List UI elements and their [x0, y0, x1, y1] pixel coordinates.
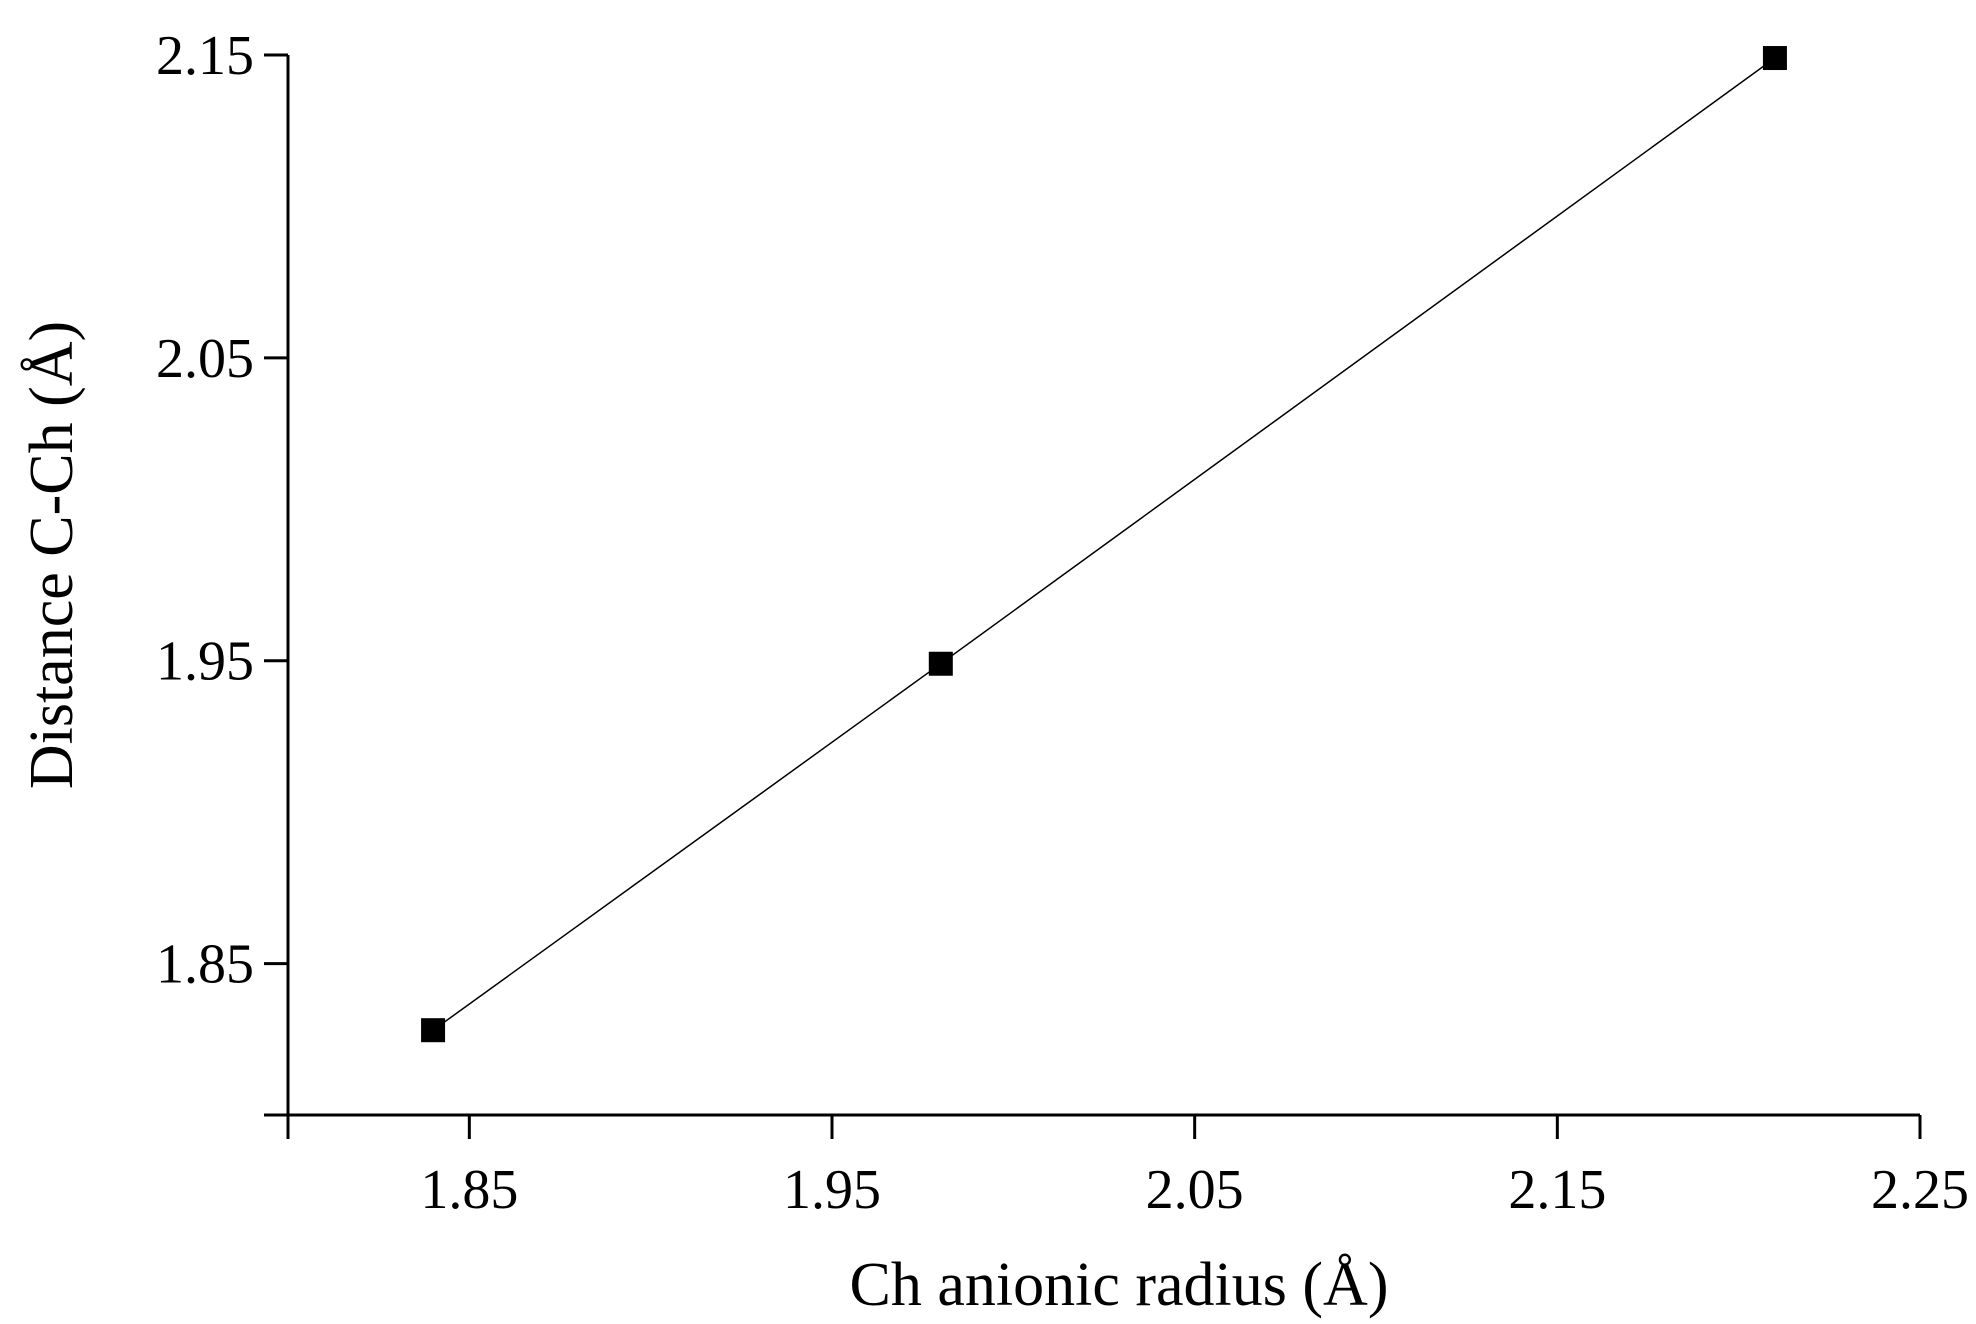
y-axis-label: Distance C-Ch (Å): [18, 321, 86, 789]
data-point-marker: [1762, 46, 1787, 71]
series-line: [432, 57, 1776, 1031]
data-point-marker: [421, 1018, 446, 1043]
x-axis-label: Ch anionic radius (Å): [850, 1251, 1389, 1319]
axes: [264, 55, 1920, 1117]
x-tick-label: 2.05: [1146, 1159, 1244, 1221]
x-tick-label: 2.15: [1508, 1159, 1606, 1221]
y-ticks: 1.85 1.95 2.05 2.15: [156, 25, 288, 996]
x-tick-label: 2.25: [1871, 1159, 1969, 1221]
series-layer: [421, 46, 1787, 1043]
y-tick-label: 1.85: [156, 934, 254, 996]
y-tick-label: 1.95: [156, 631, 254, 693]
x-tick-label: 1.95: [783, 1159, 881, 1221]
data-point-marker: [928, 651, 953, 676]
y-tick-label: 2.05: [156, 328, 254, 390]
x-tick-label: 1.85: [420, 1159, 518, 1221]
x-ticks: 1.85 1.95 2.05 2.15 2.25: [286, 1115, 1969, 1221]
y-tick-label: 2.15: [156, 25, 254, 87]
